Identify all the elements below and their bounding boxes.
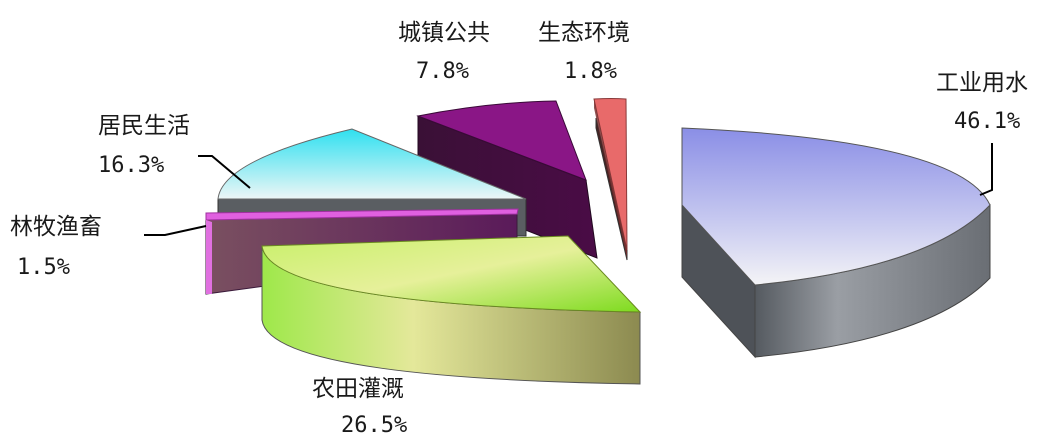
label-residential: 居民生活 16.3% bbox=[98, 113, 190, 178]
label-irrigation: 农田灌溉 26.5% bbox=[312, 376, 407, 438]
slice-ecological-top bbox=[593, 98, 628, 251]
label-forestry-value: 1.5% bbox=[17, 255, 70, 280]
label-irrigation-value: 26.5% bbox=[341, 413, 407, 438]
label-forestry: 林牧渔畜 1.5% bbox=[10, 214, 102, 280]
label-forestry-name: 林牧渔畜 bbox=[10, 214, 102, 240]
label-urban-public-value: 7.8% bbox=[416, 59, 469, 84]
slice-forestry-tip bbox=[206, 220, 212, 294]
label-urban-public-name: 城镇公共 bbox=[398, 20, 490, 46]
label-residential-value: 16.3% bbox=[98, 153, 164, 178]
label-residential-name: 居民生活 bbox=[98, 113, 190, 139]
label-ecological-value: 1.8% bbox=[564, 59, 617, 84]
slice-ecological bbox=[593, 98, 628, 261]
slice-industrial bbox=[681, 127, 991, 359]
label-ecological-name: 生态环境 bbox=[538, 20, 630, 46]
label-industrial-name: 工业用水 bbox=[936, 70, 1028, 96]
slice-residential-top bbox=[217, 128, 527, 200]
label-industrial: 工业用水 46.1% bbox=[936, 70, 1028, 134]
leader-industrial bbox=[979, 143, 993, 196]
leader-forestry bbox=[144, 225, 207, 236]
slice-industrial-top bbox=[681, 127, 991, 286]
label-ecological: 生态环境 1.8% bbox=[538, 20, 630, 84]
slice-irrigation bbox=[261, 235, 642, 385]
label-irrigation-name: 农田灌溉 bbox=[312, 376, 404, 402]
label-industrial-value: 46.1% bbox=[954, 109, 1020, 134]
label-urban-public: 城镇公共 7.8% bbox=[398, 20, 490, 84]
slice-irrigation-top bbox=[261, 235, 642, 313]
slice-ecological-front bbox=[594, 99, 627, 258]
leader-residential bbox=[198, 155, 251, 189]
slice-urban-public-top bbox=[416, 100, 587, 181]
slice-forestry-edge bbox=[205, 208, 519, 221]
